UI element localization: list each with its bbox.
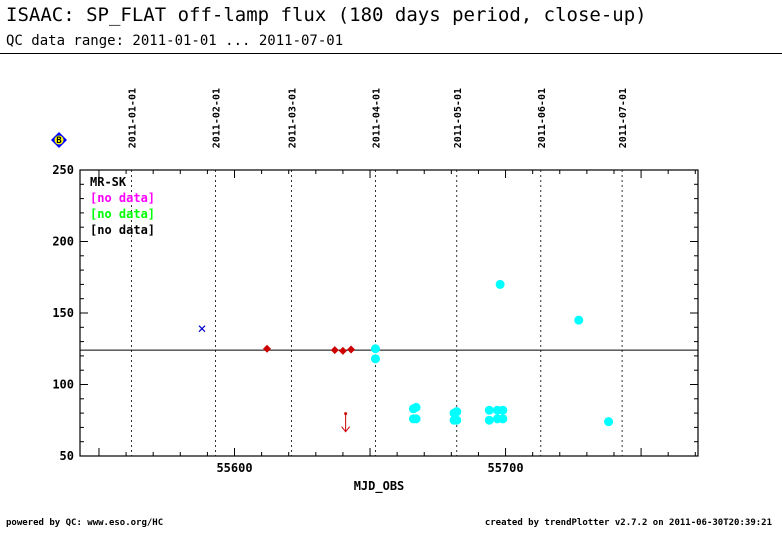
y-tick-label: 100 [52, 378, 74, 392]
data-point-diamond [347, 345, 356, 354]
data-point-circle [498, 414, 508, 424]
grid-layer [131, 170, 623, 456]
data-point-diamond [263, 344, 272, 353]
date-label: 2011-02-01 [212, 88, 223, 148]
data-point-cross [198, 325, 206, 333]
footer-powered-by: powered by QC: www.eso.org/HC [6, 518, 164, 528]
data-point-circle [411, 414, 421, 424]
legend: MR-SK [no data] [no data] [no data] [90, 175, 155, 237]
data-point-circle [484, 405, 494, 415]
date-label: 2011-06-01 [537, 88, 548, 148]
data-point-diamond [338, 346, 347, 355]
legend-entry: [no data] [90, 191, 155, 205]
data-point-circle [574, 315, 584, 325]
y-tick-label: 50 [60, 449, 74, 463]
badge-label: B [56, 136, 62, 146]
y-tick-label: 200 [52, 235, 74, 249]
data-point-circle [604, 417, 614, 427]
date-label: 2011-05-01 [453, 88, 464, 148]
data-point-circle [495, 279, 505, 289]
badge-icon: B [51, 132, 67, 148]
legend-entry: [no data] [90, 223, 155, 237]
x-tick-label: 55600 [216, 461, 252, 475]
data-point-circle [452, 415, 462, 425]
y-tick-label: 250 [52, 163, 74, 177]
data-marks [198, 279, 614, 433]
data-point-circle [452, 407, 462, 417]
date-label: 2011-03-01 [287, 88, 298, 148]
data-point-upper-limit-arrow [341, 413, 351, 433]
y-tick-label: 150 [52, 306, 74, 320]
date-marker-layer: 2011-01-01 2011-02-01 2011-03-01 2011-04-01… [128, 88, 630, 148]
x-axis-label: MJD_OBS [354, 479, 405, 494]
data-point-circle [484, 415, 494, 425]
data-point-circle [498, 405, 508, 415]
date-label: 2011-01-01 [128, 88, 139, 148]
title-divider [0, 53, 782, 54]
date-label: 2011-07-01 [618, 88, 629, 148]
legend-entry: [no data] [90, 207, 155, 221]
data-point-circle [411, 402, 421, 412]
chart-title: ISAAC: SP_FLAT off-lamp flux (180 days p… [6, 4, 647, 26]
data-point-upper-limit-dot [344, 412, 348, 416]
chart-subtitle: QC data range: 2011-01-01 ... 2011-07-01 [6, 33, 344, 49]
footer-created-by: created by trendPlotter v2.7.2 on 2011-0… [484, 518, 772, 528]
data-point-diamond [330, 346, 339, 355]
axis-ticks: 50 100 150 200 250 55600 55700 [52, 163, 698, 475]
plot-frame [79, 169, 699, 457]
data-point-circle [370, 354, 380, 364]
badge-dot [54, 135, 64, 145]
data-point-circle [370, 344, 380, 354]
x-tick-label: 55700 [487, 461, 523, 475]
chart-plot: 2011-01-01 2011-02-01 2011-03-01 2011-04-01… [51, 88, 699, 494]
legend-entry: MR-SK [90, 175, 127, 189]
date-label: 2011-04-01 [371, 88, 382, 148]
